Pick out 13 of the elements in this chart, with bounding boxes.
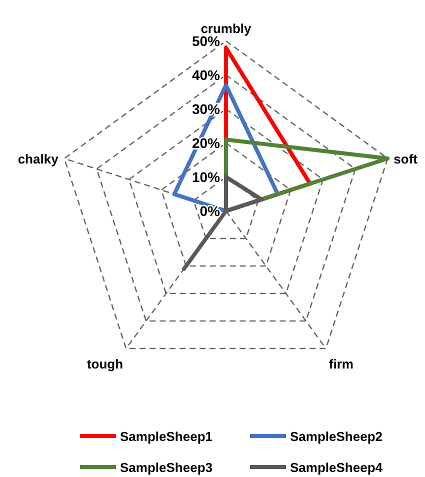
y-tick-label: 10% bbox=[192, 169, 221, 185]
legend-label: SampleSheep4 bbox=[290, 460, 384, 475]
spoke-label: crumbly bbox=[200, 21, 252, 36]
y-tick-label: 0% bbox=[200, 203, 221, 219]
y-tick-label: 40% bbox=[192, 67, 221, 83]
spoke-label: chalky bbox=[18, 151, 60, 166]
y-tick-label: 50% bbox=[192, 33, 221, 49]
legend-label: SampleSheep1 bbox=[120, 429, 212, 444]
legend-label: SampleSheep3 bbox=[120, 460, 212, 475]
legend-label: SampleSheep2 bbox=[290, 429, 382, 444]
spoke-label: tough bbox=[86, 356, 124, 372]
spoke-label: soft bbox=[394, 151, 418, 166]
spoke-label: firm bbox=[328, 356, 354, 372]
